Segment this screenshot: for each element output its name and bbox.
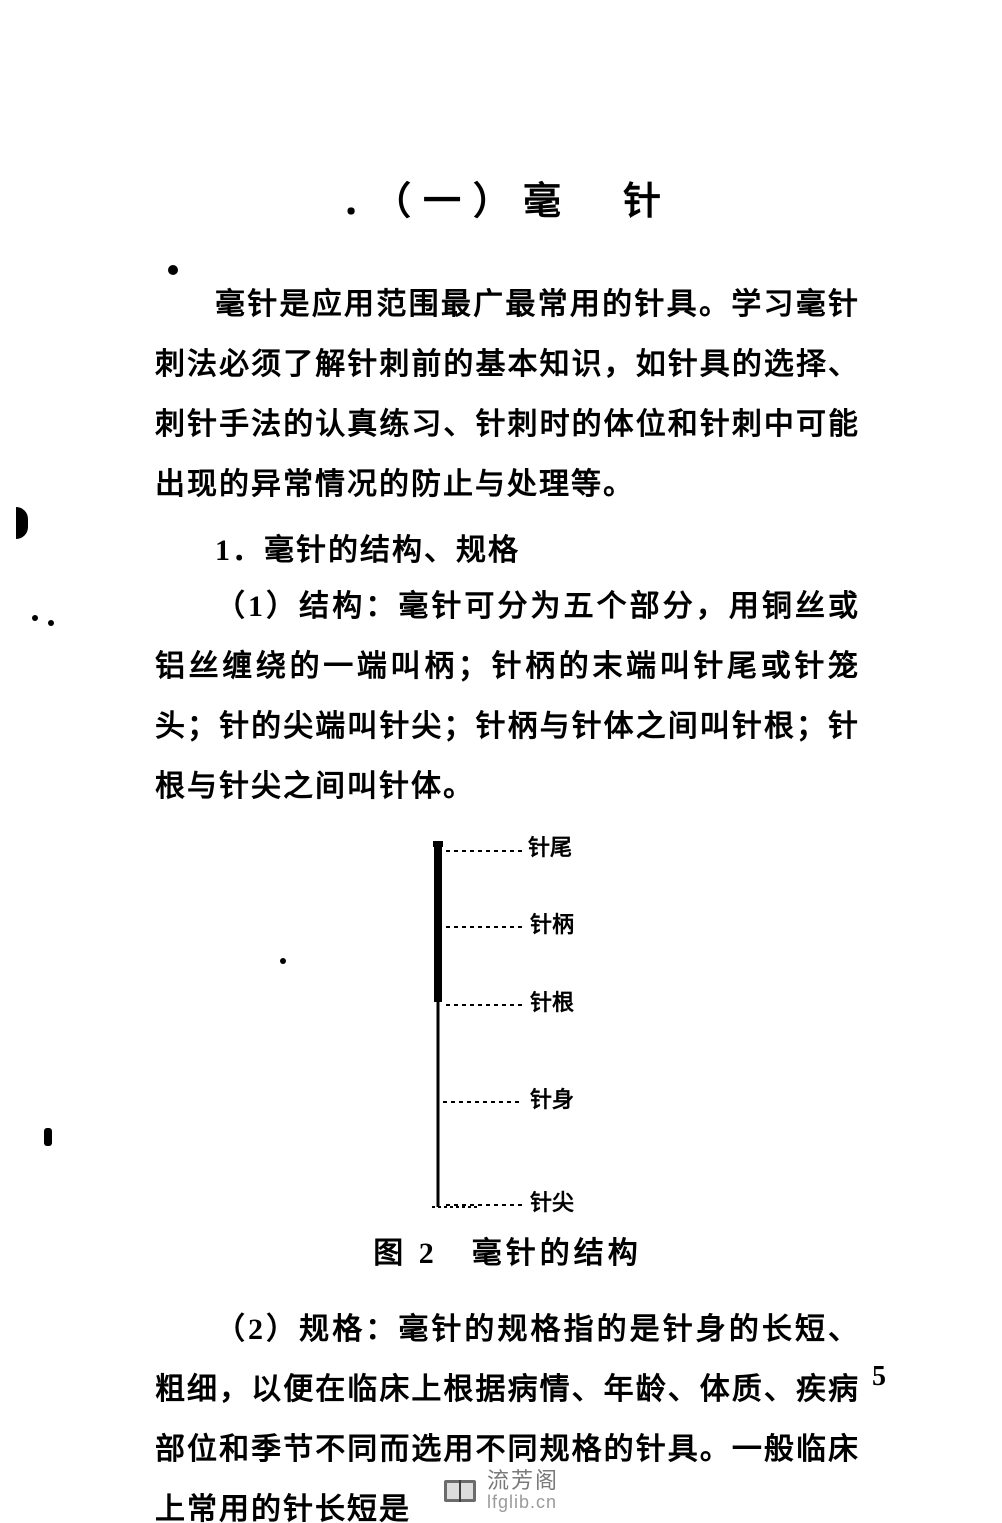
svg-text:针根: 针根 xyxy=(530,990,574,1015)
svg-text:针尾: 针尾 xyxy=(528,835,572,860)
paragraph-structure: （1）结构：毫针可分为五个部分，用铜丝或铝丝缠绕的一端叫柄；针柄的末端叫针尾或针… xyxy=(155,577,860,817)
subheading-1: 1．毫针的结构、规格 xyxy=(155,525,860,569)
svg-text:针尖: 针尖 xyxy=(530,1190,574,1215)
page-number: 5 xyxy=(872,1361,886,1393)
footer-url: lfglib.cn xyxy=(487,1493,557,1513)
footer: 流芳阁 lfglib.cn xyxy=(0,1469,1002,1513)
page: ．（一）毫 针 毫针是应用范围最广最常用的针具。学习毫针刺法必须了解针刺前的基本… xyxy=(0,0,1002,1523)
scan-artifact xyxy=(48,620,54,626)
content-area: ．（一）毫 针 毫针是应用范围最广最常用的针具。学习毫针刺法必须了解针刺前的基本… xyxy=(155,170,860,1523)
book-icon xyxy=(443,1477,477,1505)
footer-text: 流芳阁 lfglib.cn xyxy=(487,1469,559,1513)
footer-brand: 流芳阁 xyxy=(487,1469,559,1493)
figure-caption: 图 2 毫针的结构 xyxy=(155,1228,860,1272)
scan-artifact xyxy=(16,507,28,539)
svg-text:针柄: 针柄 xyxy=(530,912,574,937)
svg-text:针身: 针身 xyxy=(530,1087,574,1112)
paragraph-intro: 毫针是应用范围最广最常用的针具。学习毫针刺法必须了解针刺前的基本知识，如针具的选… xyxy=(155,275,860,515)
section-title: ．（一）毫 针 xyxy=(155,170,860,225)
figure-2: 针尾针柄针根针身针尖 图 2 毫针的结构 xyxy=(155,827,860,1272)
needle-diagram-svg: 针尾针柄针根针身针尖 xyxy=(358,827,658,1222)
scan-artifact xyxy=(32,615,38,621)
scan-artifact xyxy=(44,1128,52,1146)
footer-inner: 流芳阁 lfglib.cn xyxy=(443,1469,559,1513)
